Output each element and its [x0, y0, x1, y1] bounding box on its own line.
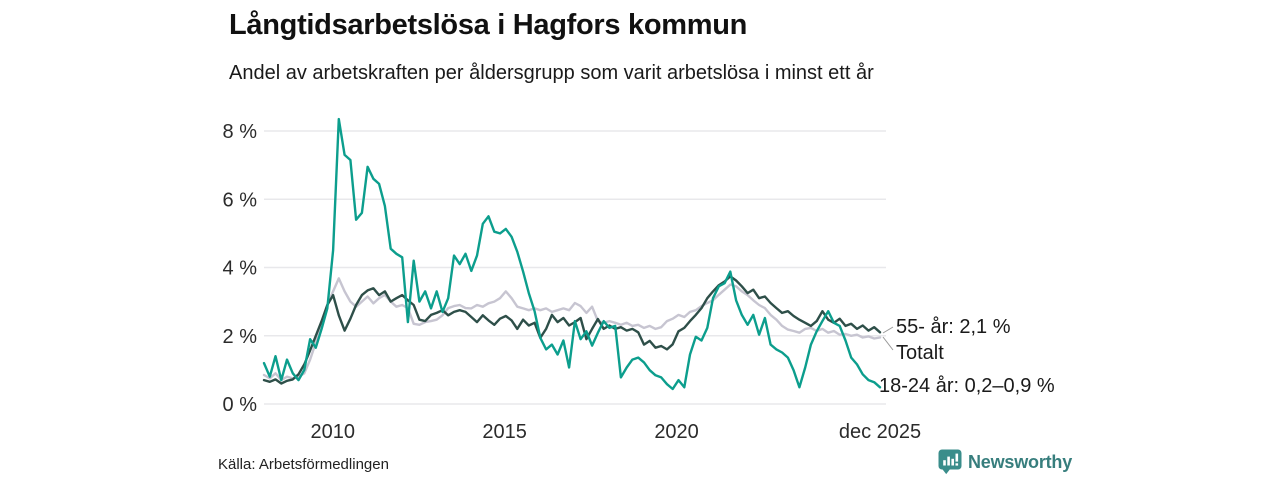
y-axis-tick-label: 6 % — [223, 189, 258, 211]
y-axis-tick-label: 4 % — [223, 258, 258, 280]
bubble-shape — [938, 449, 962, 475]
x-axis-tick-label: dec 2025 — [839, 421, 921, 443]
x-axis-tick-label: 2020 — [654, 421, 699, 443]
annotation-label-18-24: 18-24 år: 0,2–0,9 % — [879, 375, 1055, 397]
annotation-connector-totalt — [882, 336, 894, 351]
y-axis-tick-label: 2 % — [223, 326, 258, 348]
series-line-totalt — [262, 277, 882, 382]
series-line-55-r — [262, 275, 882, 385]
newsworthy-wordmark: Newsworthy — [968, 452, 1073, 472]
newsworthy-logo: Newsworthy — [938, 449, 1072, 476]
annotation-label-55: 55- år: 2,1 % — [896, 316, 1011, 338]
x-axis-tick-label: 2010 — [311, 421, 356, 443]
chart-bubble-icon — [938, 449, 962, 475]
chart-title: Långtidsarbetslösa i Hagfors kommun — [229, 9, 748, 41]
series-line-18-24-r — [262, 117, 882, 391]
annotation-label-totalt: Totalt — [896, 342, 944, 364]
y-axis-tick-label: 0 % — [223, 394, 258, 416]
chart-subtitle: Andel av arbetskraften per åldersgrupp s… — [229, 62, 874, 84]
y-axis-tick-label: 8 % — [223, 121, 258, 143]
annotation-connector-55 — [882, 326, 894, 334]
source-note: Källa: Arbetsförmedlingen — [218, 456, 389, 473]
x-axis-tick-label: 2015 — [482, 421, 527, 443]
